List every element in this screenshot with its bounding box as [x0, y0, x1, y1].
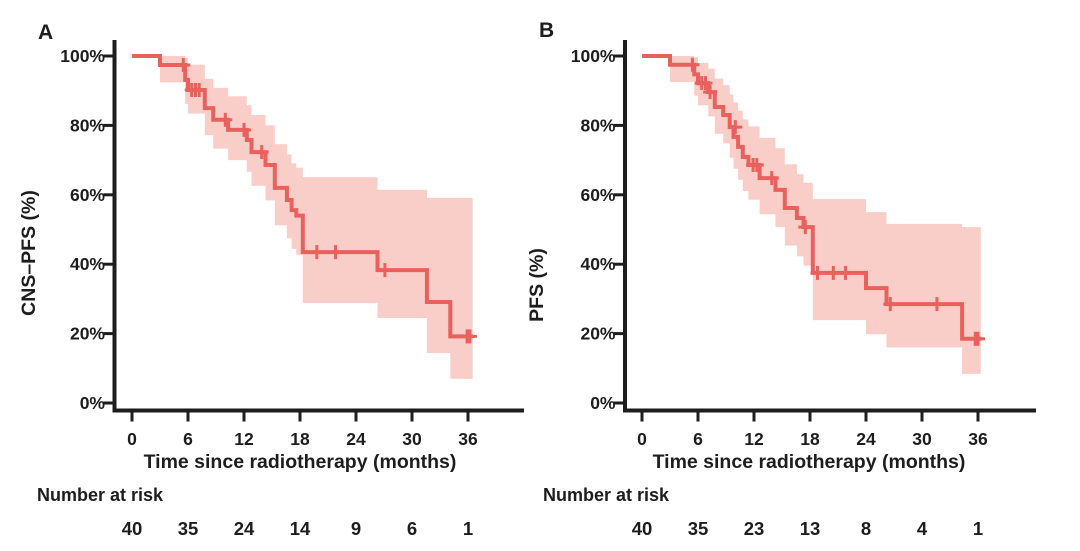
survival-curve — [132, 54, 473, 339]
y-tick-label: 0% — [80, 393, 106, 413]
axes — [103, 40, 524, 422]
panel-b-risk-row: 40 35 23 13 8 4 1 — [614, 518, 1006, 540]
risk-count: 35 — [177, 518, 199, 539]
panel-b-label: B — [539, 19, 555, 42]
y-tick-label: 0% — [590, 393, 616, 413]
x-tick-label: 30 — [402, 429, 422, 449]
x-tick-label: 18 — [290, 429, 310, 449]
risk-count: 24 — [233, 518, 255, 539]
x-tick-label: 6 — [183, 429, 193, 449]
censor-marks — [176, 58, 477, 344]
panel-a-x-axis-label: Time since radiotherapy (months) — [143, 451, 457, 473]
x-tick-label: 0 — [127, 429, 137, 449]
y-tick-label: 80% — [580, 115, 615, 135]
y-tick-label: 20% — [70, 324, 105, 344]
x-tick-label: 6 — [693, 429, 703, 449]
y-tick-label: 40% — [580, 254, 615, 274]
x-tick-label: 18 — [800, 429, 820, 449]
panel-a-risk-title: Number at risk — [37, 485, 164, 505]
ci-band — [642, 56, 981, 374]
y-tick-label: 100% — [571, 46, 616, 66]
risk-count: 23 — [743, 518, 765, 539]
y-tick-label: 60% — [580, 185, 615, 205]
x-tick-label: 30 — [912, 429, 932, 449]
y-tick-label: 60% — [70, 185, 105, 205]
risk-count: 35 — [687, 518, 709, 539]
x-tick-label: 36 — [458, 429, 478, 449]
panel-b-y-axis-label: PFS (%) — [526, 248, 548, 322]
y-tick-label: 40% — [70, 254, 105, 274]
panel-b-x-axis-label: Time since radiotherapy (months) — [652, 451, 966, 473]
risk-count: 4 — [916, 518, 928, 539]
risk-count: 1 — [462, 518, 474, 539]
km-charts: 0 6 12 18 24 30 36 100% 80% 60% 40% 20% 0% 0 6 12 18 24 30… — [60, 40, 1036, 449]
censor-marks — [685, 57, 985, 346]
km-panel-b: 0 6 12 18 24 30 36 100% 80% 60% 40% 20% 0% — [571, 40, 1036, 449]
panel-b-risk-title: Number at risk — [543, 485, 670, 505]
x-tick-label: 36 — [968, 429, 988, 449]
panel-a-y-axis-label: CNS–PFS (%) — [18, 190, 40, 316]
risk-count: 40 — [121, 518, 143, 539]
risk-count: 1 — [972, 518, 984, 539]
risk-count: 9 — [350, 518, 362, 539]
x-tick-label: 12 — [234, 429, 254, 449]
x-tick-label: 24 — [856, 429, 876, 449]
x-tick-label: 0 — [637, 429, 647, 449]
km-panel-a: 0 6 12 18 24 30 36 100% 80% 60% 40% 20% 0% — [60, 40, 524, 449]
y-tick-label: 20% — [580, 324, 615, 344]
risk-count: 40 — [631, 518, 653, 539]
axes — [614, 40, 1036, 422]
panel-a-risk-row: 40 35 24 14 9 6 1 — [104, 518, 496, 540]
risk-count: 14 — [289, 518, 311, 539]
y-tick-label: 80% — [70, 115, 105, 135]
y-tick-label: 100% — [60, 46, 105, 66]
x-tick-label: 24 — [346, 429, 366, 449]
panel-a-label: A — [38, 21, 54, 44]
x-tick-label: 12 — [744, 429, 764, 449]
risk-count: 6 — [406, 518, 418, 539]
risk-count: 8 — [860, 518, 872, 539]
risk-count: 13 — [799, 518, 821, 539]
